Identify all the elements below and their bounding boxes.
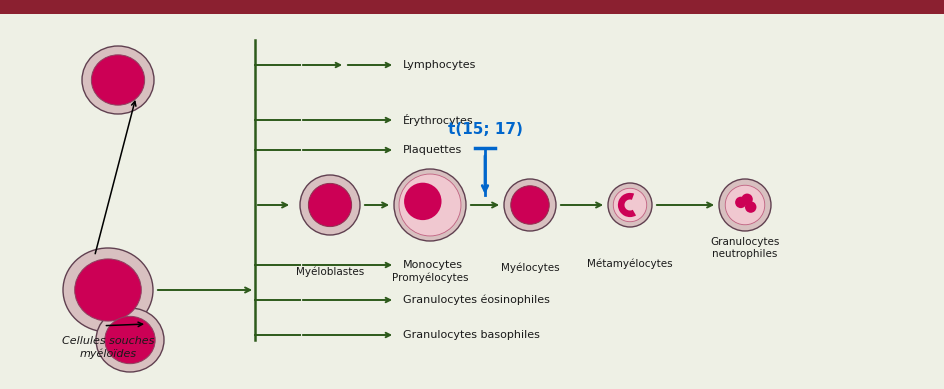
Circle shape xyxy=(300,175,360,235)
Text: Plaquettes: Plaquettes xyxy=(403,145,463,155)
Circle shape xyxy=(504,179,556,231)
Circle shape xyxy=(735,197,747,208)
Bar xyxy=(0,0,944,14)
Circle shape xyxy=(725,185,765,225)
Text: Érythrocytes: Érythrocytes xyxy=(403,114,474,126)
Text: Granulocytes éosinophiles: Granulocytes éosinophiles xyxy=(403,295,549,305)
Text: Métamyélocytes: Métamyélocytes xyxy=(587,259,673,269)
Circle shape xyxy=(309,183,351,227)
Circle shape xyxy=(614,188,647,222)
Ellipse shape xyxy=(96,308,164,372)
Text: Promyélocytes: Promyélocytes xyxy=(392,273,468,283)
Circle shape xyxy=(404,183,442,220)
Text: Lymphocytes: Lymphocytes xyxy=(403,60,477,70)
Text: Granulocytes
neutrophiles: Granulocytes neutrophiles xyxy=(710,237,780,259)
Ellipse shape xyxy=(92,55,144,105)
Circle shape xyxy=(745,202,756,213)
Ellipse shape xyxy=(105,316,155,364)
Circle shape xyxy=(511,186,549,224)
Text: Myéloblastes: Myéloblastes xyxy=(295,266,364,277)
Ellipse shape xyxy=(63,248,153,332)
Text: Granulocytes basophiles: Granulocytes basophiles xyxy=(403,330,540,340)
Text: Myélocytes: Myélocytes xyxy=(500,263,559,273)
Circle shape xyxy=(608,183,652,227)
Circle shape xyxy=(719,179,771,231)
Ellipse shape xyxy=(75,259,142,321)
Circle shape xyxy=(394,169,466,241)
Circle shape xyxy=(399,174,461,236)
Text: t(15; 17): t(15; 17) xyxy=(447,123,522,137)
Ellipse shape xyxy=(82,46,154,114)
Text: Cellules souches
myéloïdes: Cellules souches myéloïdes xyxy=(61,336,154,359)
Text: Monocytes: Monocytes xyxy=(403,260,463,270)
Circle shape xyxy=(741,194,752,205)
Wedge shape xyxy=(618,193,636,217)
